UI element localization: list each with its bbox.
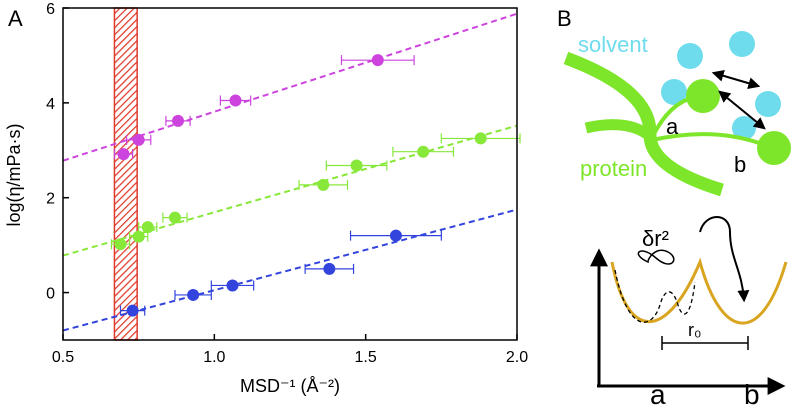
label-b: b — [734, 152, 746, 177]
arrow — [711, 69, 761, 90]
data-point — [323, 262, 336, 275]
data-point — [389, 229, 402, 242]
fit-line — [62, 124, 518, 257]
arrow — [718, 90, 766, 130]
data-point — [126, 304, 139, 317]
panel-label: B — [557, 6, 572, 31]
plot-frame — [62, 7, 518, 341]
data-point — [317, 178, 330, 191]
local-well — [614, 269, 696, 323]
plot: 0.5 1.0 1.5 2.0 0 2 4 6 — [46, 1, 528, 366]
residue-a — [686, 79, 720, 113]
data-point — [117, 148, 130, 161]
y-tick-label: 6 — [46, 1, 55, 18]
hop-arrow — [699, 216, 750, 303]
x-tick-label: 1.0 — [203, 349, 225, 366]
data-point — [132, 230, 145, 243]
y-axis-label: log(η/mPa·s) — [4, 123, 24, 226]
loop — [637, 249, 675, 265]
label-a: a — [650, 379, 666, 405]
label-b: b — [744, 379, 760, 405]
diagram: solvent a b protein δr² r₀ a b — [563, 31, 791, 410]
data-point — [172, 114, 185, 127]
data-point — [187, 288, 200, 301]
label-a: a — [666, 114, 679, 139]
data-point — [350, 159, 363, 172]
data-point — [371, 54, 384, 67]
solvent-label: solvent — [578, 32, 648, 57]
fit-line — [62, 208, 518, 332]
data-point — [132, 133, 145, 146]
data-point — [229, 94, 242, 107]
solvent-molecules — [661, 31, 781, 140]
x-tick-label: 0.5 — [52, 349, 74, 366]
x-tick-label: 1.5 — [355, 349, 377, 366]
data-point — [114, 238, 127, 251]
energy-landscape — [610, 257, 788, 325]
y-tick-label: 0 — [46, 286, 55, 303]
data-point — [141, 221, 154, 234]
data-point — [474, 132, 487, 145]
dr-label: δr² — [642, 226, 669, 251]
protein-label: protein — [580, 156, 647, 181]
x-tick-label: 2.0 — [506, 349, 528, 366]
y-tick-label: 4 — [46, 96, 55, 113]
data-point — [417, 145, 430, 158]
residue-b — [757, 131, 791, 165]
r0-label: r₀ — [688, 320, 701, 340]
panel-label: A — [8, 6, 23, 31]
data-point — [226, 279, 239, 292]
y-tick-label: 2 — [46, 191, 55, 208]
x-axis-label: MSD⁻¹ (Å⁻²) — [240, 376, 340, 396]
data-point — [168, 211, 181, 224]
highlight-band — [113, 7, 138, 341]
